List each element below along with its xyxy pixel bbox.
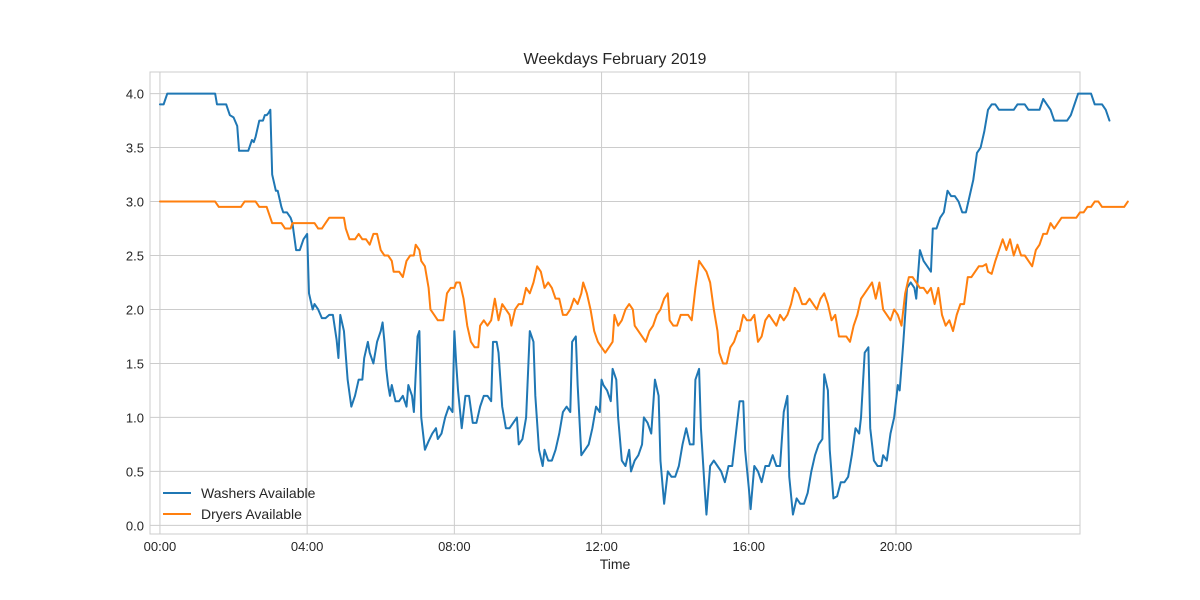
x-tick-label: 20:00 bbox=[880, 539, 913, 554]
chart-legend: Washers Available Dryers Available bbox=[163, 485, 316, 522]
plot-area bbox=[150, 72, 1080, 534]
chart-title: Weekdays February 2019 bbox=[524, 51, 707, 68]
x-tick-label: 00:00 bbox=[144, 539, 177, 554]
y-tick-label: 2.5 bbox=[126, 249, 144, 264]
x-tick-label: 08:00 bbox=[438, 539, 471, 554]
y-tick-label: 3.0 bbox=[126, 195, 144, 210]
tick-labels: 0.0 0.5 1.0 1.5 2.0 2.5 3.0 3.5 4.0 00:00 04:00 08:… bbox=[126, 87, 912, 554]
y-tick-label: 4.0 bbox=[126, 87, 144, 102]
series-line-dryers bbox=[158, 200, 1129, 365]
x-tick-label: 12:00 bbox=[585, 539, 618, 554]
legend-label-washers: Washers Available bbox=[201, 485, 316, 501]
y-tick-label: 3.5 bbox=[126, 141, 144, 156]
y-tick-label: 1.0 bbox=[126, 410, 144, 425]
x-tick-label: 16:00 bbox=[733, 539, 766, 554]
series-lines bbox=[158, 92, 1129, 516]
grid-lines bbox=[150, 72, 1080, 534]
legend-label-dryers: Dryers Available bbox=[201, 506, 302, 522]
y-tick-label: 1.5 bbox=[126, 356, 144, 371]
plot-frame bbox=[149, 71, 1081, 535]
x-tick-label: 04:00 bbox=[291, 539, 324, 554]
y-tick-label: 0.5 bbox=[126, 464, 144, 479]
y-tick-label: 2.0 bbox=[126, 302, 144, 317]
x-axis-label: Time bbox=[600, 556, 631, 572]
series-line-washers bbox=[158, 92, 1111, 516]
y-tick-label: 0.0 bbox=[126, 518, 144, 533]
